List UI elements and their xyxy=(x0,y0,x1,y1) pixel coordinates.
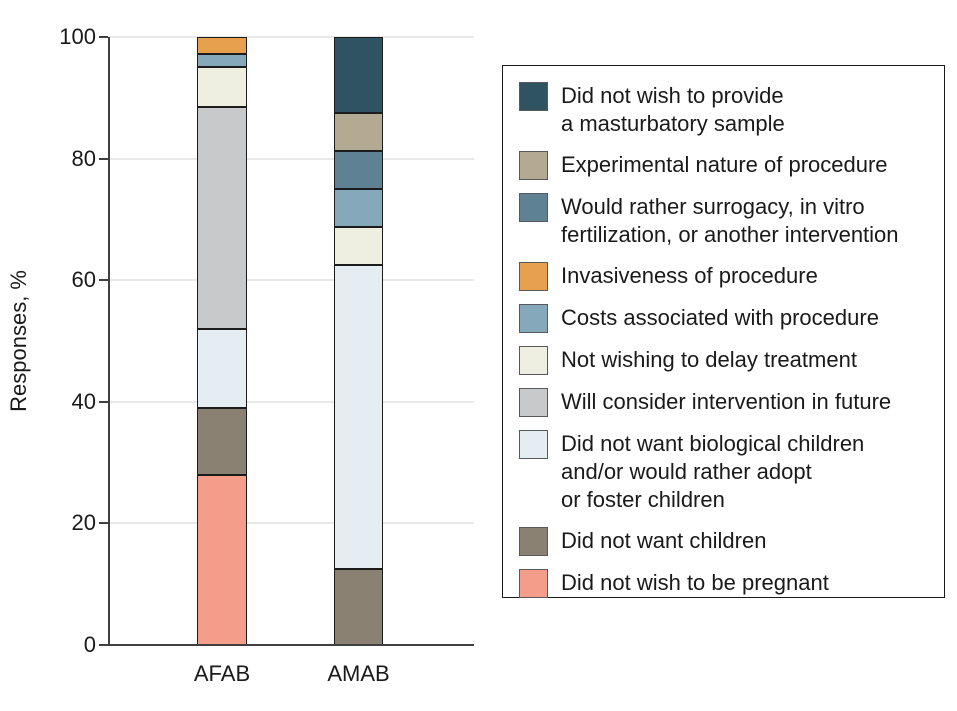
gridline-20 xyxy=(108,522,474,525)
gridline-100 xyxy=(108,36,474,38)
legend-label: Costs associated with procedure xyxy=(561,305,879,330)
tick-mark-20 xyxy=(99,522,108,525)
legend-label: Did not wish to provide a masturbatory s… xyxy=(561,83,785,136)
y-tick-label-100: 100 xyxy=(59,24,96,49)
legend-item: Did not wish to provide a masturbatory s… xyxy=(519,82,936,138)
bar-segment xyxy=(197,474,247,645)
bar-segment xyxy=(334,265,383,569)
legend-item: Did not wish to be pregnant xyxy=(519,569,936,598)
legend-label: Did not want biological children and/or … xyxy=(561,431,865,512)
legend-label: Would rather surrogacy, in vitro fertili… xyxy=(561,194,899,247)
x-axis-label-amab: AMAB xyxy=(327,661,390,686)
y-tick-labels: 0 20 40 60 80 100 xyxy=(30,24,96,657)
legend-swatch xyxy=(519,430,548,459)
bar-segment xyxy=(197,37,247,55)
gridline-60 xyxy=(108,279,474,282)
legend-swatch xyxy=(519,193,548,222)
legend-swatch xyxy=(519,82,548,111)
tick-mark-60 xyxy=(99,279,108,282)
legend-item: Invasiveness of procedure xyxy=(519,262,936,291)
y-tick-label-60: 60 xyxy=(71,267,96,293)
legend-item: Will consider intervention in future xyxy=(519,388,936,417)
bar-segment xyxy=(334,227,383,265)
y-tick-label-0: 0 xyxy=(83,632,96,657)
legend-label: Invasiveness of procedure xyxy=(561,263,818,288)
legend-item: Would rather surrogacy, in vitro fertili… xyxy=(519,193,936,249)
bar-segment xyxy=(334,37,383,113)
bar-amab xyxy=(334,37,383,645)
legend-item: Did not want biological children and/or … xyxy=(519,430,936,514)
y-axis-line xyxy=(108,37,110,645)
legend-swatch xyxy=(519,151,548,180)
bar-segment xyxy=(334,113,383,151)
tick-mark-0 xyxy=(99,644,108,646)
legend-swatch xyxy=(519,262,548,291)
bar-segment xyxy=(334,569,383,645)
legend-item: Did not want children xyxy=(519,527,936,556)
legend-label: Did not wish to be pregnant xyxy=(561,570,829,595)
legend-label: Experimental nature of procedure xyxy=(561,152,888,177)
y-tick-label-20: 20 xyxy=(71,510,96,536)
y-tick-label-80: 80 xyxy=(71,145,96,171)
gridline-40 xyxy=(108,400,474,403)
y-axis-title-text: Responses, % xyxy=(6,270,31,412)
bar-segment xyxy=(197,106,247,329)
x-axis-line xyxy=(108,644,474,646)
legend-item: Not wishing to delay treatment xyxy=(519,346,936,375)
tick-mark-40 xyxy=(99,400,108,403)
bar-afab xyxy=(197,37,247,645)
bar-segment xyxy=(197,67,247,107)
bar-segment xyxy=(334,151,383,189)
gridline-80 xyxy=(108,157,474,160)
tick-mark-100 xyxy=(99,36,108,38)
legend-swatch xyxy=(519,388,548,417)
y-tick-label-40: 40 xyxy=(71,388,96,414)
tick-mark-80 xyxy=(99,157,108,160)
bar-segment xyxy=(197,328,247,408)
legend-item: Experimental nature of procedure xyxy=(519,151,936,180)
legend-item: Costs associated with procedure xyxy=(519,304,936,333)
legend-swatch xyxy=(519,527,548,556)
x-axis-label-afab: AFAB xyxy=(193,661,251,686)
legend-swatch xyxy=(519,304,548,333)
legend-label: Will consider intervention in future xyxy=(561,389,892,414)
legend: Did not wish to provide a masturbatory s… xyxy=(502,65,945,598)
bar-segment xyxy=(334,189,383,227)
bar-segment xyxy=(197,407,247,475)
legend-label: Did not want children xyxy=(561,528,767,553)
legend-swatch xyxy=(519,346,548,375)
plot-area: AFAB AMAB xyxy=(108,36,474,686)
bar-segment xyxy=(197,54,247,68)
legend-label: Not wishing to delay treatment xyxy=(561,347,857,372)
legend-swatch xyxy=(519,569,548,598)
y-axis-tick-marks xyxy=(99,36,108,646)
